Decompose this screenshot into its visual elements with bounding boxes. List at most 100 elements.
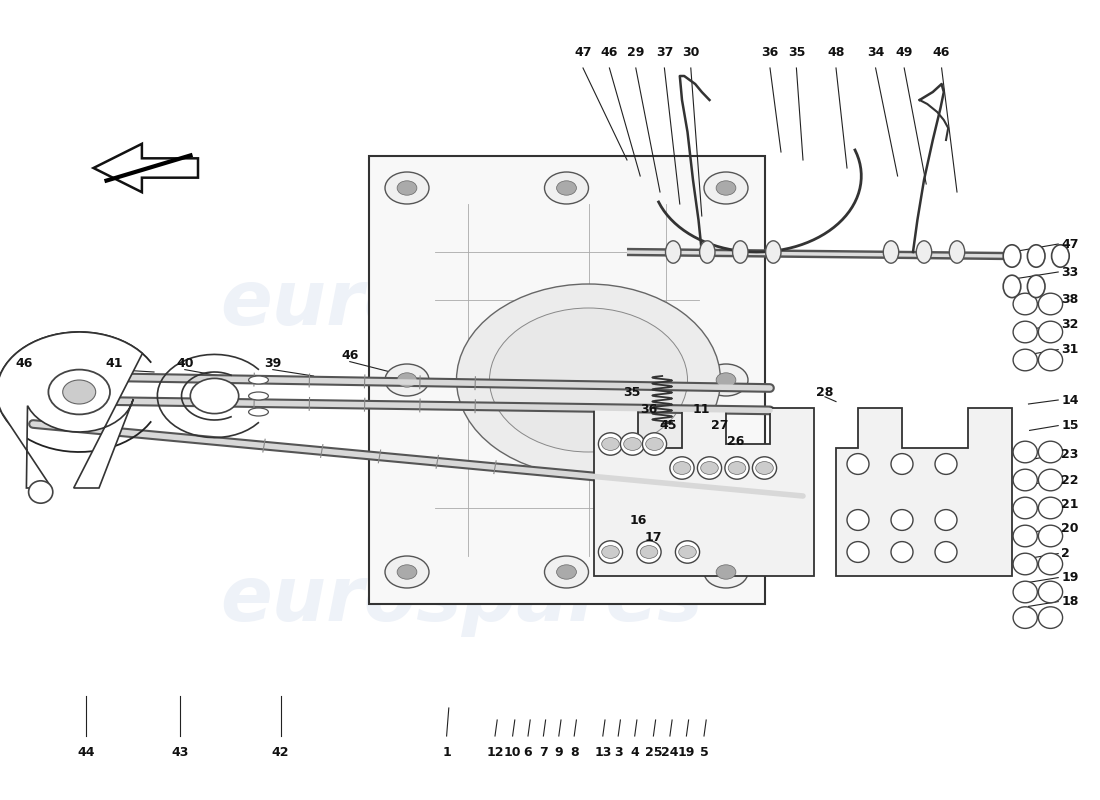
Text: 36: 36	[640, 403, 658, 416]
Text: 27: 27	[711, 419, 728, 432]
Ellipse shape	[1013, 349, 1037, 370]
Ellipse shape	[725, 457, 749, 479]
Ellipse shape	[620, 433, 645, 455]
Circle shape	[385, 364, 429, 396]
Circle shape	[756, 462, 773, 474]
Text: 16: 16	[629, 514, 647, 526]
Ellipse shape	[1013, 581, 1037, 603]
Text: 24: 24	[661, 746, 679, 758]
Text: 20: 20	[1062, 522, 1079, 534]
Text: 37: 37	[656, 46, 673, 58]
Text: 40: 40	[176, 358, 194, 370]
Ellipse shape	[1013, 525, 1037, 547]
Ellipse shape	[1013, 442, 1037, 462]
Text: 28: 28	[816, 386, 834, 398]
Circle shape	[673, 462, 691, 474]
Ellipse shape	[675, 541, 700, 563]
Text: 29: 29	[627, 46, 645, 58]
Circle shape	[624, 438, 641, 450]
Text: 46: 46	[341, 350, 359, 362]
Ellipse shape	[598, 541, 623, 563]
Text: 36: 36	[761, 46, 779, 58]
Text: 3: 3	[614, 746, 623, 758]
Text: eurospares: eurospares	[221, 267, 703, 341]
Text: 17: 17	[645, 531, 662, 544]
Ellipse shape	[891, 510, 913, 530]
Ellipse shape	[1013, 321, 1037, 342]
Ellipse shape	[1038, 293, 1063, 314]
Ellipse shape	[1013, 293, 1037, 314]
Circle shape	[397, 181, 417, 195]
Text: 9: 9	[554, 746, 563, 758]
Text: 42: 42	[272, 746, 289, 758]
Circle shape	[716, 373, 736, 387]
Circle shape	[385, 556, 429, 588]
Ellipse shape	[1013, 469, 1037, 490]
Ellipse shape	[1027, 245, 1045, 267]
Circle shape	[490, 308, 688, 452]
Text: 41: 41	[106, 358, 123, 370]
Text: 15: 15	[1062, 419, 1079, 432]
Ellipse shape	[1038, 321, 1063, 342]
Text: 35: 35	[623, 386, 640, 398]
Polygon shape	[594, 408, 814, 576]
Circle shape	[704, 172, 748, 204]
Ellipse shape	[1038, 469, 1063, 490]
Circle shape	[456, 284, 720, 476]
Ellipse shape	[29, 481, 53, 503]
Ellipse shape	[1038, 606, 1063, 629]
Text: 6: 6	[524, 746, 532, 758]
Ellipse shape	[1013, 554, 1037, 574]
Text: 22: 22	[1062, 474, 1079, 486]
Ellipse shape	[1003, 275, 1021, 298]
Text: 35: 35	[788, 46, 805, 58]
Ellipse shape	[752, 457, 777, 479]
Text: 44: 44	[77, 746, 95, 758]
Ellipse shape	[1038, 554, 1063, 574]
Circle shape	[716, 565, 736, 579]
Ellipse shape	[1003, 245, 1021, 267]
Text: 21: 21	[1062, 498, 1079, 510]
Circle shape	[602, 546, 619, 558]
Ellipse shape	[1027, 275, 1045, 298]
Circle shape	[716, 181, 736, 195]
Text: 46: 46	[15, 358, 33, 370]
Ellipse shape	[670, 457, 694, 479]
Text: 46: 46	[933, 46, 950, 58]
Ellipse shape	[1038, 442, 1063, 462]
Text: 47: 47	[1062, 238, 1079, 250]
Ellipse shape	[847, 454, 869, 474]
Circle shape	[557, 181, 576, 195]
Circle shape	[602, 438, 619, 450]
Text: 25: 25	[645, 746, 662, 758]
Text: 31: 31	[1062, 343, 1079, 356]
Text: 19: 19	[678, 746, 695, 758]
Text: 39: 39	[264, 358, 282, 370]
Circle shape	[397, 565, 417, 579]
Circle shape	[728, 462, 746, 474]
Text: 48: 48	[827, 46, 845, 58]
Ellipse shape	[1038, 581, 1063, 603]
Ellipse shape	[1038, 525, 1063, 547]
Ellipse shape	[935, 542, 957, 562]
Text: 10: 10	[504, 746, 521, 758]
Text: 12: 12	[486, 746, 504, 758]
Ellipse shape	[1038, 497, 1063, 519]
Text: 26: 26	[727, 435, 745, 448]
Text: 18: 18	[1062, 595, 1079, 608]
Circle shape	[48, 370, 110, 414]
Text: 32: 32	[1062, 318, 1079, 331]
Text: 7: 7	[539, 746, 548, 758]
Text: 14: 14	[1062, 394, 1079, 406]
Ellipse shape	[249, 376, 268, 384]
Text: 45: 45	[659, 419, 676, 432]
Text: 47: 47	[574, 46, 592, 58]
Circle shape	[385, 172, 429, 204]
Text: 19: 19	[1062, 571, 1079, 584]
Bar	[368, 156, 764, 604]
Text: eurospares: eurospares	[221, 563, 703, 637]
Text: 34: 34	[867, 46, 884, 58]
Text: 13: 13	[594, 746, 612, 758]
Text: 33: 33	[1062, 266, 1079, 278]
Polygon shape	[0, 332, 142, 488]
